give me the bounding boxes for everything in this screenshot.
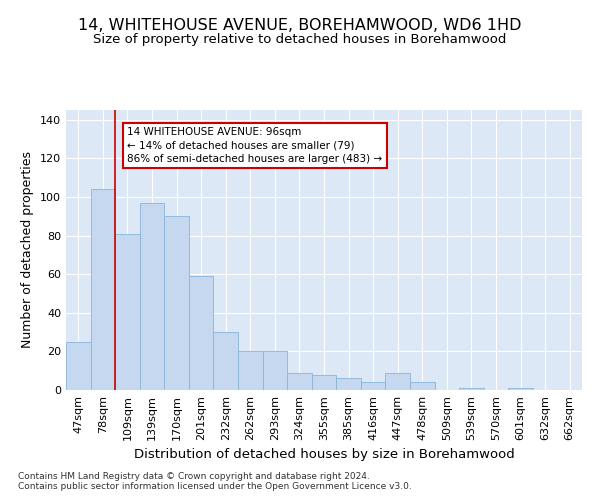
Text: Contains public sector information licensed under the Open Government Licence v3: Contains public sector information licen… (18, 482, 412, 491)
Bar (336, 378, 361, 390)
Bar (312, 374, 336, 390)
X-axis label: Distribution of detached houses by size in Borehamwood: Distribution of detached houses by size … (134, 448, 514, 462)
Bar (91, 189, 115, 390)
Y-axis label: Number of detached properties: Number of detached properties (22, 152, 34, 348)
Text: 14 WHITEHOUSE AVENUE: 96sqm
← 14% of detached houses are smaller (79)
86% of sem: 14 WHITEHOUSE AVENUE: 96sqm ← 14% of det… (127, 128, 383, 164)
Bar (66, 342, 91, 390)
Bar (508, 388, 533, 390)
Bar (385, 372, 410, 390)
Bar (164, 216, 189, 390)
Bar (214, 332, 238, 390)
Bar (238, 352, 263, 390)
Bar (115, 234, 140, 390)
Bar (140, 202, 164, 390)
Bar (189, 276, 214, 390)
Text: 14, WHITEHOUSE AVENUE, BOREHAMWOOD, WD6 1HD: 14, WHITEHOUSE AVENUE, BOREHAMWOOD, WD6 … (78, 18, 522, 32)
Bar (410, 382, 434, 390)
Bar (263, 352, 287, 390)
Text: Contains HM Land Registry data © Crown copyright and database right 2024.: Contains HM Land Registry data © Crown c… (18, 472, 370, 481)
Bar (459, 388, 484, 390)
Bar (361, 382, 385, 390)
Bar (287, 372, 312, 390)
Text: Size of property relative to detached houses in Borehamwood: Size of property relative to detached ho… (94, 32, 506, 46)
